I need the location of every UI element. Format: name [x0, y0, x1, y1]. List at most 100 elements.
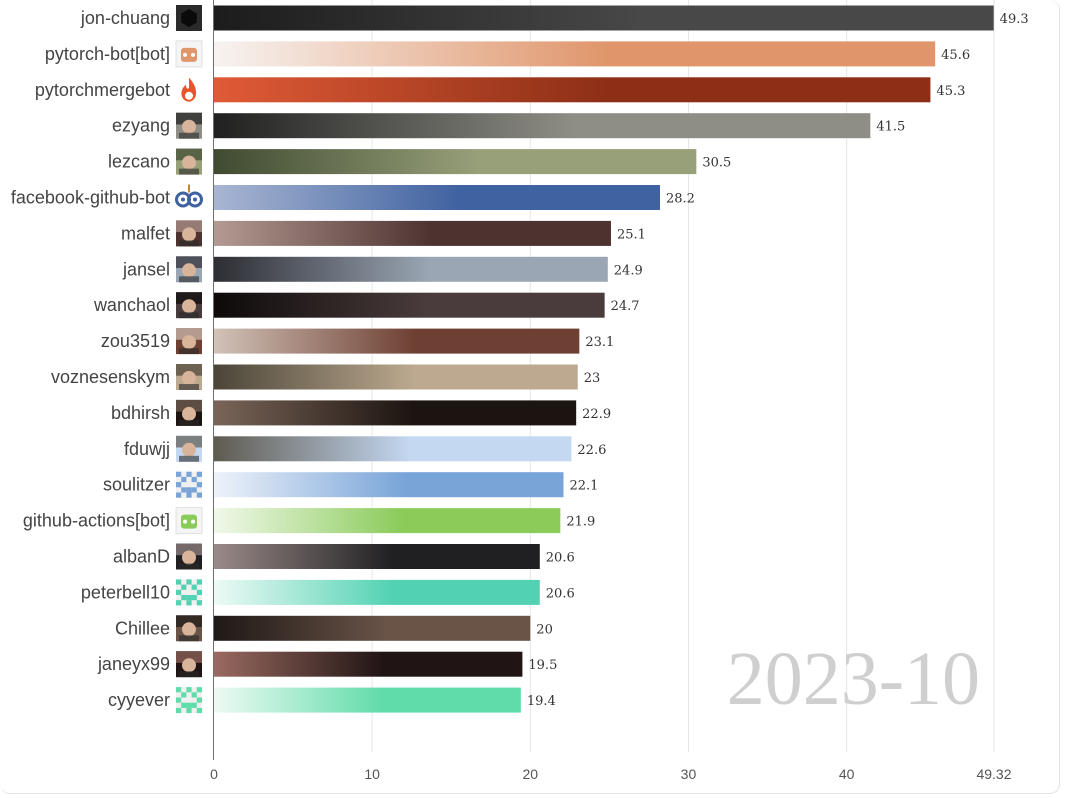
bar [214, 364, 578, 390]
bar [214, 436, 572, 462]
bar-row: 45.6 pytorch-bot[bot] [45, 40, 970, 68]
x-tick-label: 0 [210, 766, 218, 782]
bar [214, 41, 936, 67]
x-tick-label: 40 [839, 766, 855, 782]
category-label: peterbell10 [81, 582, 170, 602]
bar-row: 22.6 fduwjj [124, 435, 606, 462]
category-label: jon-chuang [80, 8, 170, 28]
photo-avatar-icon [176, 112, 202, 139]
value-label: 25.1 [617, 227, 646, 242]
category-label: jansel [122, 259, 170, 279]
bar [214, 544, 540, 569]
bar-row: 19.5 janeyx99 [97, 651, 557, 678]
category-label: wanchaol [93, 295, 170, 315]
photo-avatar-icon [176, 220, 202, 247]
photo-avatar-icon [176, 364, 202, 390]
category-label: cyyever [108, 690, 170, 710]
value-label: 21.9 [566, 515, 595, 530]
bar [214, 400, 577, 426]
photo-avatar-icon [176, 292, 202, 319]
bar-row: 20 Chillee [115, 615, 553, 642]
bar-row: 20.6 albanD [113, 543, 575, 570]
category-label: fduwjj [124, 439, 170, 459]
bar [214, 220, 611, 246]
bar [214, 185, 660, 210]
category-label: albanD [113, 547, 170, 567]
bar [214, 508, 561, 534]
bar-row: 24.9 jansel [122, 256, 643, 283]
value-label: 20 [536, 622, 553, 637]
category-label: Chillee [115, 618, 170, 638]
value-label: 20.6 [546, 586, 575, 601]
value-label: 19.5 [528, 658, 557, 673]
category-label: malfet [121, 223, 170, 243]
pixel-avatar-icon [176, 687, 202, 714]
category-label: soulitzer [103, 475, 170, 495]
photo-avatar-icon [176, 651, 202, 678]
bar [214, 149, 697, 175]
bar [214, 687, 521, 713]
pixel-avatar-icon [176, 471, 202, 498]
bot-avatar-icon [175, 40, 203, 68]
bar-row: 45.3 pytorchmergebot [35, 77, 965, 103]
value-label: 20.6 [546, 551, 575, 566]
value-label: 49.3 [1000, 12, 1029, 27]
bars: 49.3 jon-chuang 45.6 pytorch-bot[bot] 45.3 py… [11, 5, 1029, 714]
bot-avatar-icon [175, 507, 203, 535]
bar [214, 113, 871, 139]
category-label: janeyx99 [97, 654, 170, 674]
x-tick-label: 10 [364, 766, 380, 782]
x-axis: 0 10 20 30 40 49.32 [210, 0, 1012, 782]
pixel-avatar-icon [176, 579, 202, 606]
bar [214, 328, 580, 354]
category-label: zou3519 [101, 331, 170, 351]
category-label: pytorch-bot[bot] [45, 44, 170, 64]
photo-avatar-icon [176, 399, 202, 426]
value-label: 19.4 [527, 694, 556, 709]
photo-avatar-icon [176, 328, 202, 355]
photo-avatar-icon [176, 148, 202, 175]
bar-row: 25.1 malfet [121, 220, 646, 247]
bar-row: 19.4 cyyever [108, 687, 556, 714]
value-label: 23 [584, 371, 601, 386]
bar [214, 615, 531, 641]
bar-row: 20.6 peterbell10 [81, 579, 575, 606]
owl-avatar-icon [175, 184, 203, 208]
bar-row: 24.7 wanchaol [93, 292, 640, 319]
category-label: pytorchmergebot [35, 80, 170, 100]
value-label: 28.2 [666, 192, 695, 207]
x-tick-label: 20 [523, 766, 539, 782]
bar [214, 292, 605, 318]
value-label: 24.7 [611, 299, 640, 314]
category-label: voznesenskym [51, 367, 170, 387]
bar [214, 472, 564, 498]
period-label: 2023-10 [727, 637, 980, 721]
value-label: 24.9 [614, 263, 643, 278]
bar-row: 41.5 ezyang [112, 112, 905, 139]
value-label: 22.6 [577, 443, 606, 458]
category-label: bdhirsh [111, 403, 170, 423]
value-label: 41.5 [876, 120, 905, 135]
bar-row: 28.2 facebook-github-bot [11, 184, 695, 210]
value-label: 45.6 [941, 48, 970, 63]
bar-row: 21.9 github-actions[bot] [23, 507, 595, 535]
bar-row: 23.1 zou3519 [101, 328, 614, 355]
x-tick-label: 49.32 [976, 766, 1011, 782]
bar-row: 22.9 bdhirsh [111, 399, 611, 426]
bar [214, 5, 994, 31]
value-label: 30.5 [702, 156, 731, 171]
bar-row: 49.3 jon-chuang [80, 5, 1029, 31]
category-label: lezcano [108, 152, 170, 172]
category-label: github-actions[bot] [23, 511, 170, 531]
photo-avatar-icon [176, 543, 202, 570]
bar [214, 651, 523, 677]
value-label: 22.9 [582, 407, 611, 422]
value-label: 23.1 [585, 335, 614, 350]
photo-avatar-icon [176, 615, 202, 642]
bar [214, 579, 540, 605]
bar-row: 23 voznesenskym [51, 364, 600, 390]
bar-row: 30.5 lezcano [108, 148, 731, 175]
category-label: ezyang [112, 116, 170, 136]
